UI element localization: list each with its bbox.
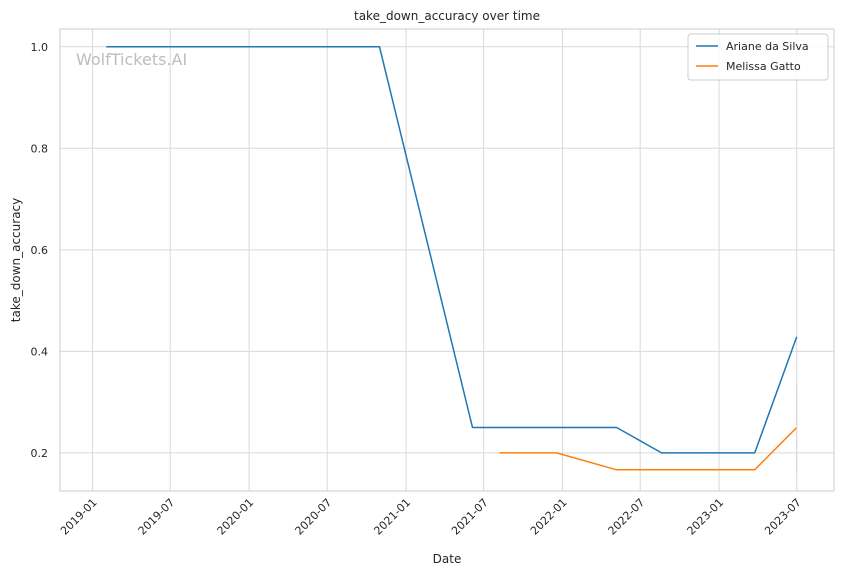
chart-title: take_down_accuracy over time bbox=[354, 9, 540, 23]
watermark-layer: WolfTickets.AI bbox=[76, 50, 187, 69]
legend-label-1: Ariane da Silva bbox=[726, 40, 809, 53]
plot-frame bbox=[59, 28, 835, 492]
y-axis-ticks: 0.2 0.4 0.6 0.8 1.0 bbox=[31, 41, 49, 460]
y-tick-label: 0.8 bbox=[31, 142, 49, 155]
y-tick-label: 0.4 bbox=[31, 345, 49, 358]
series-line-1 bbox=[106, 46, 798, 454]
x-axis-title: Date bbox=[433, 552, 462, 566]
watermark: WolfTickets.AI bbox=[76, 50, 187, 69]
legend-box bbox=[687, 33, 829, 81]
plot-area: WolfTickets.AI bbox=[59, 28, 835, 492]
series-lines bbox=[106, 46, 798, 474]
y-tick-label: 0.2 bbox=[31, 447, 49, 460]
series-line-2 bbox=[499, 426, 798, 471]
grid-lines bbox=[60, 29, 834, 491]
legend-label-2: Melissa Gatto bbox=[726, 60, 801, 73]
y-axis-title: take_down_accuracy bbox=[9, 198, 23, 322]
legend: Ariane da Silva Melissa Gatto bbox=[687, 33, 829, 81]
y-tick-label: 0.6 bbox=[31, 244, 49, 257]
y-tick-label: 1.0 bbox=[31, 41, 49, 54]
